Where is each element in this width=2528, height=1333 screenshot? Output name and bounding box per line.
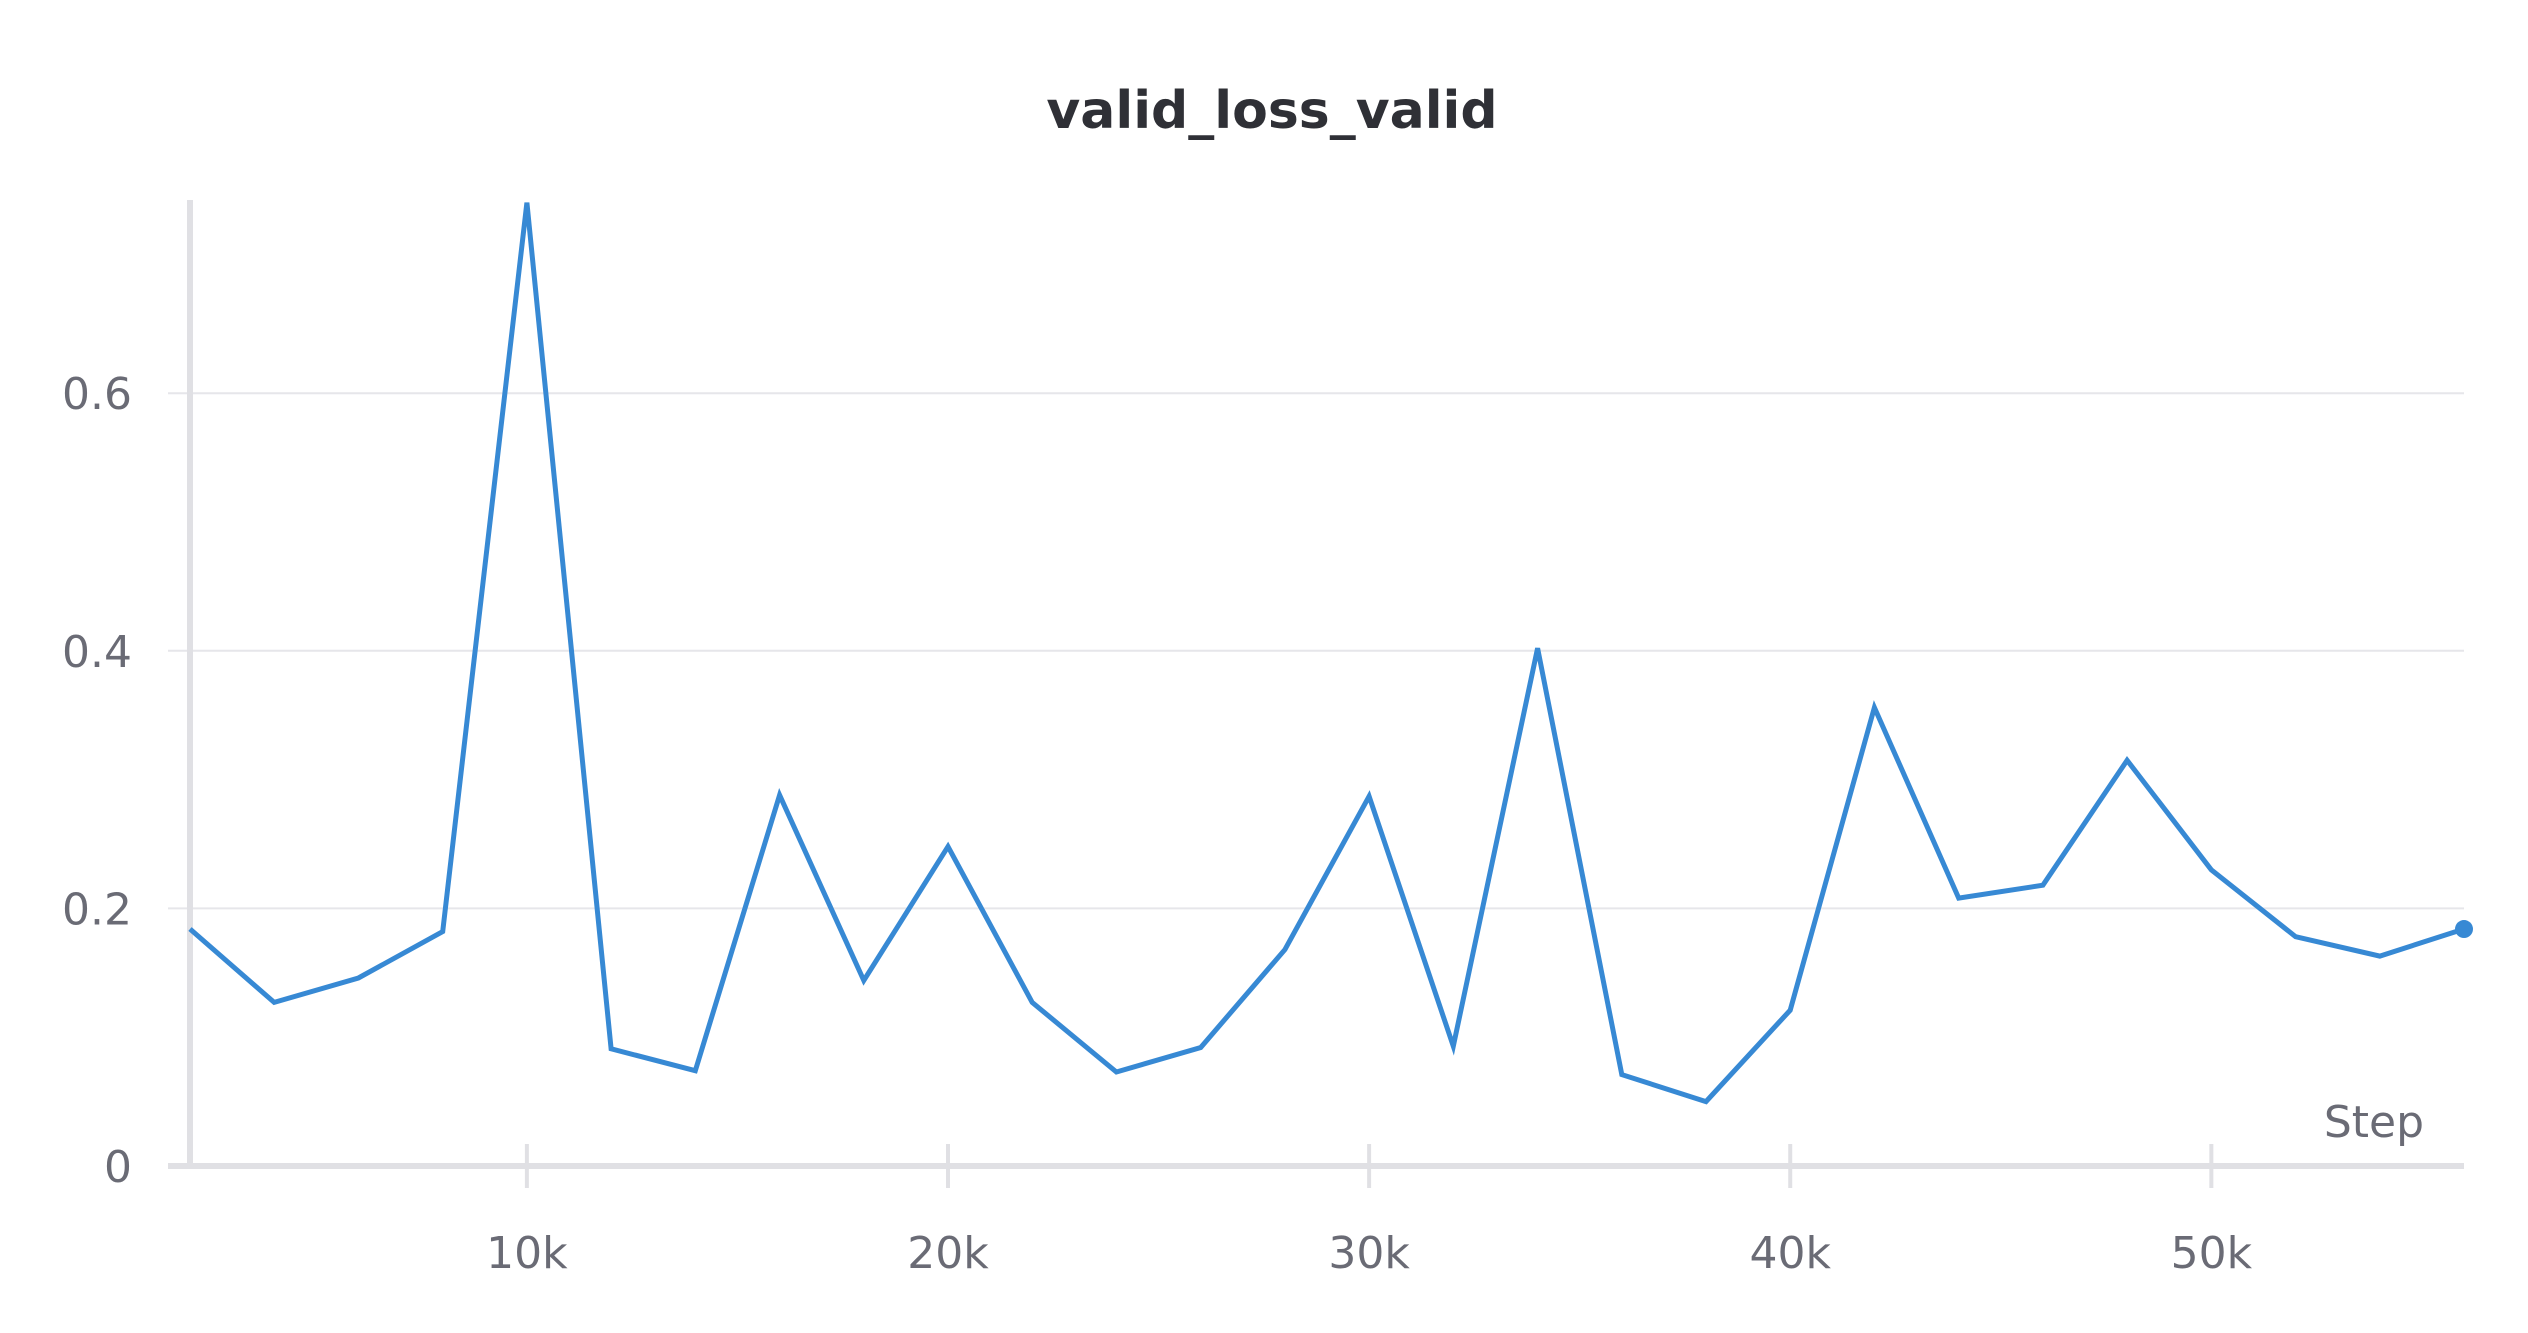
x-tick-label: 50k [2171,1228,2253,1279]
series-layer [188,202,2473,1105]
tick-labels: 0 0.2 0.4 0.6 10k 20k 30k 40k 50k [62,369,2253,1279]
x-tick-label: 30k [1328,1228,1410,1279]
y-tick-label: 0.4 [62,627,132,678]
y-tick-label: 0.6 [62,369,132,420]
x-tick-label: 20k [907,1228,989,1279]
series-line [188,202,2465,1105]
y-tick-label: 0.2 [62,884,132,935]
x-tick-label: 10k [486,1228,568,1279]
chart-title: valid_loss_valid [1046,81,1497,141]
axes [168,200,2464,1188]
gridlines [168,392,2464,910]
y-tick-label: 0 [104,1142,132,1193]
x-axis-label: Step [2324,1097,2424,1148]
x-tick-label: 40k [1749,1228,1831,1279]
series-end-point [2455,920,2473,939]
